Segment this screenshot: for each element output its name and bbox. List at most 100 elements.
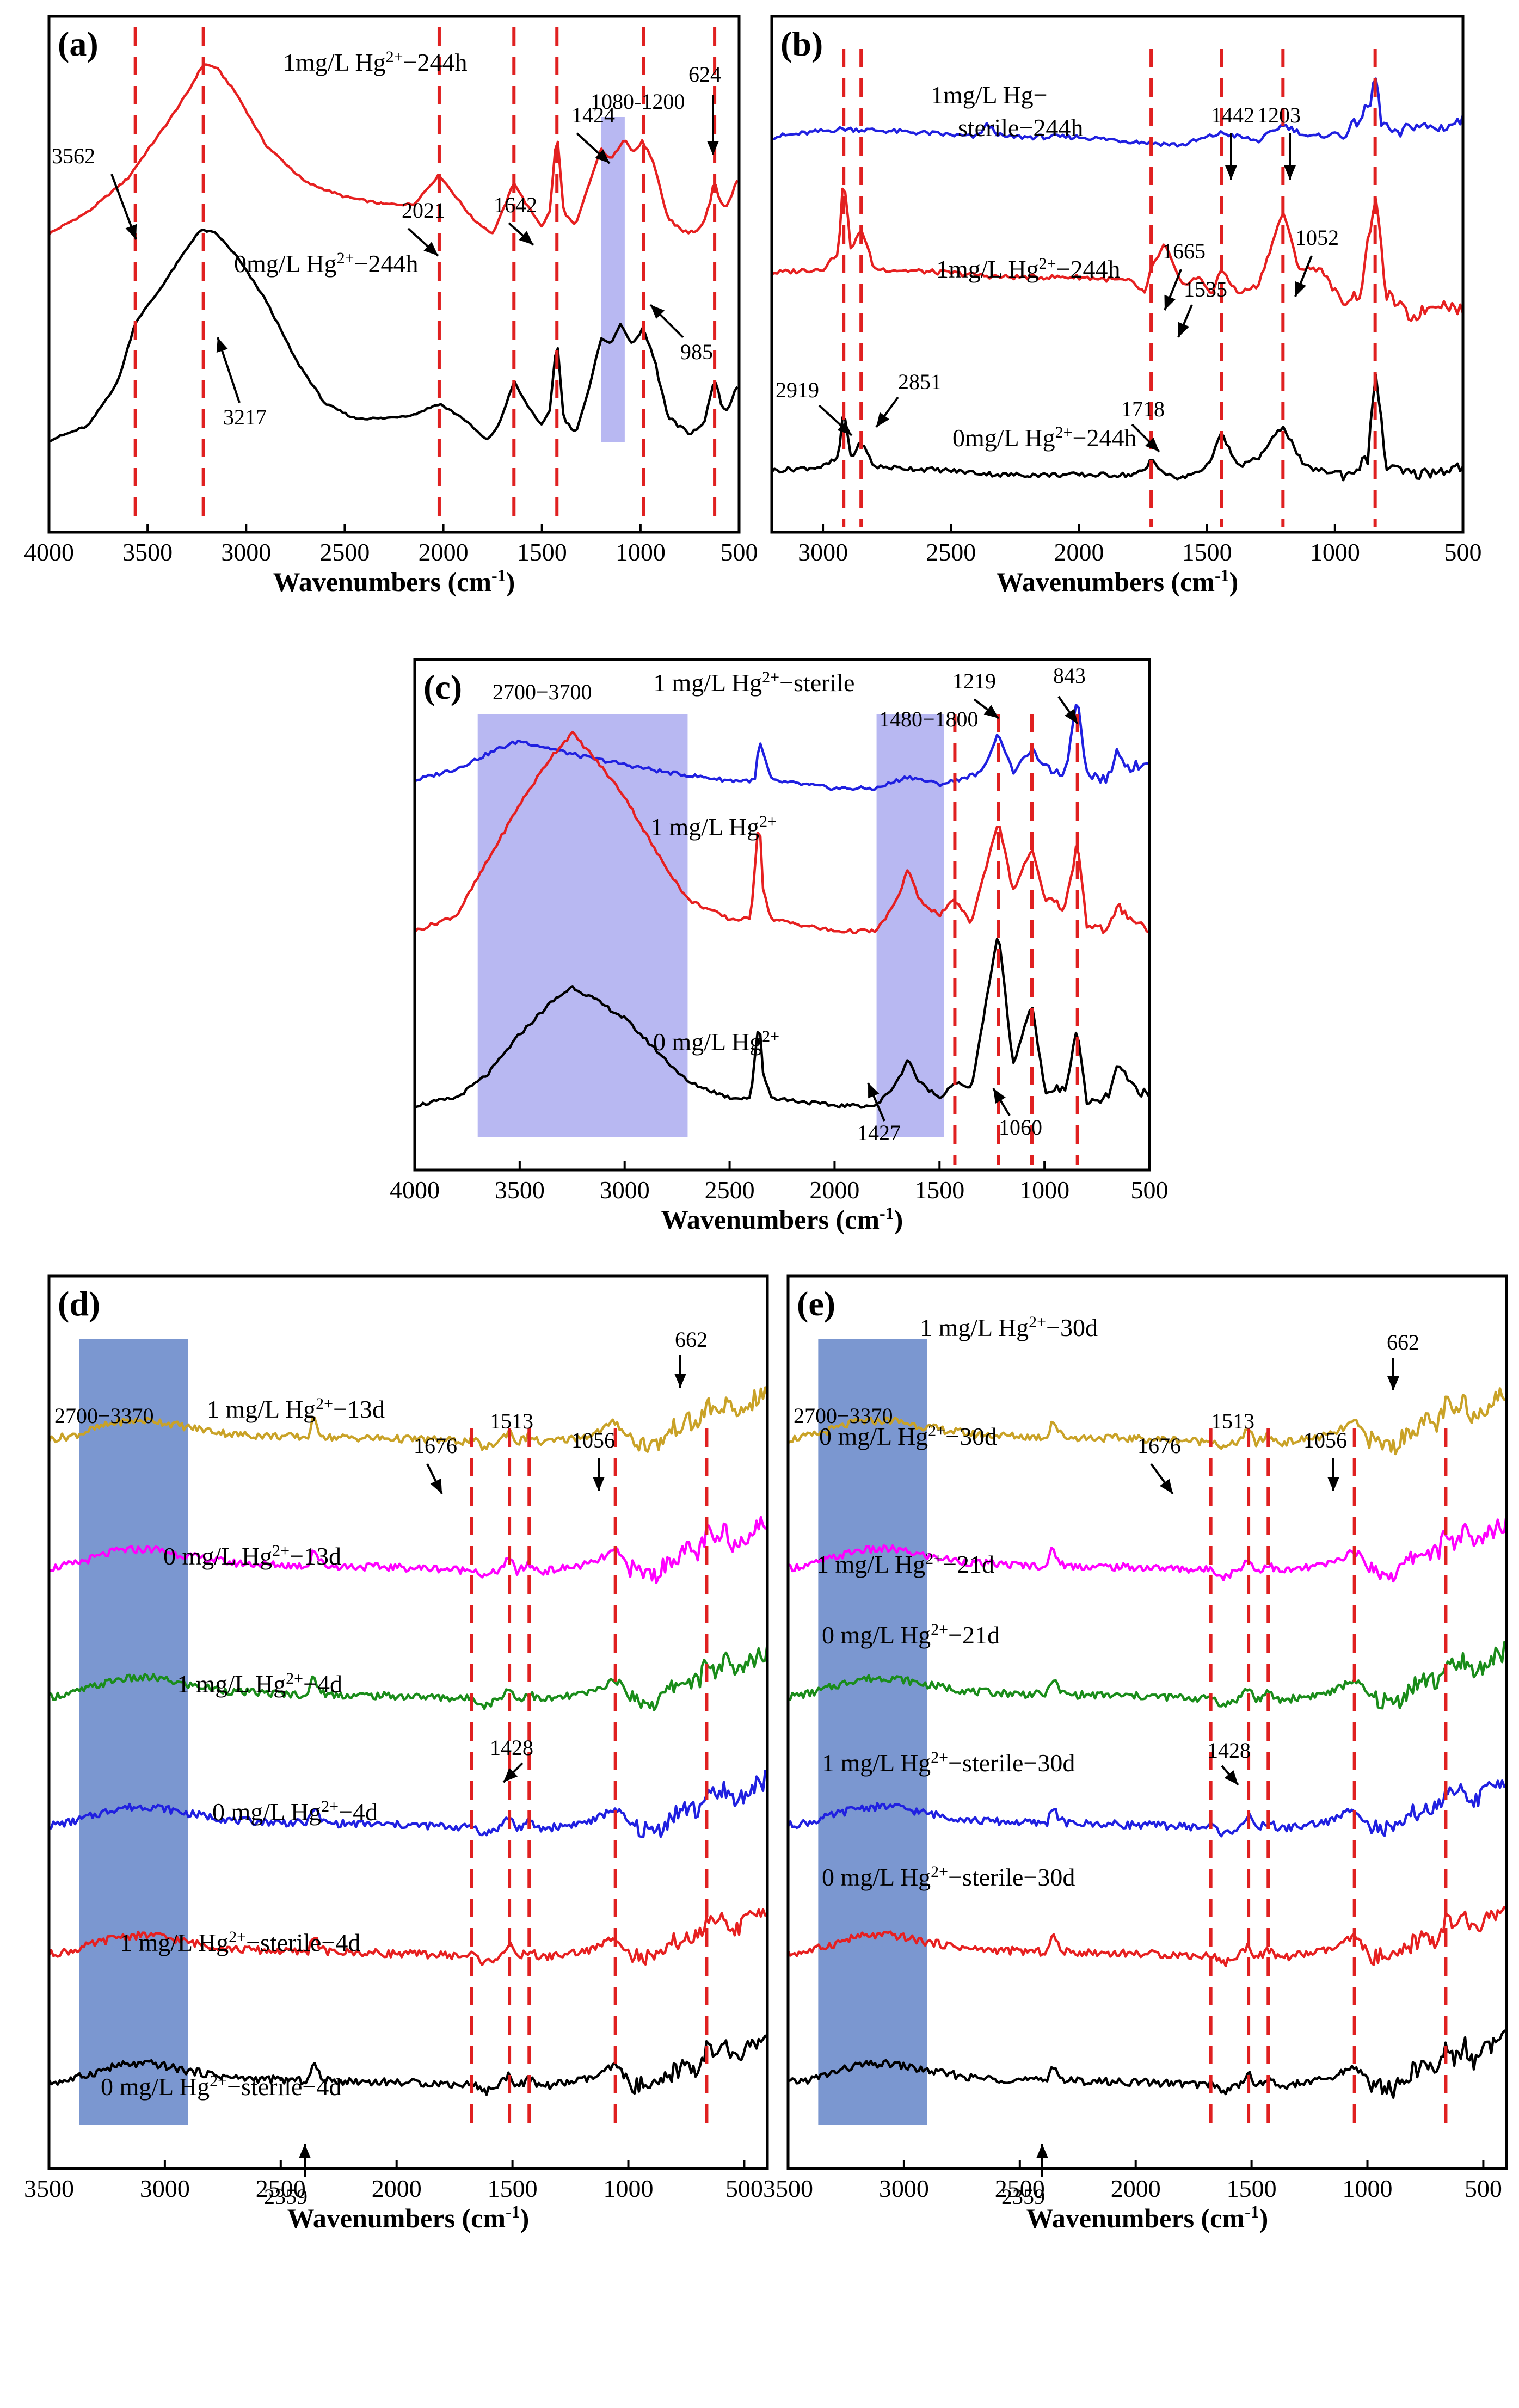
series-label-1mg-sterile-line2: sterile−244h	[958, 114, 1083, 141]
peak-label-0: 2700−3370	[54, 1403, 154, 1428]
series-label-3: 0 mg/L Hg2+−4d	[212, 1797, 378, 1826]
series-label-1: 0 mg/L Hg2+−13d	[163, 1542, 341, 1571]
spectrum-line-1	[48, 229, 739, 443]
x-tick-label: 2000	[372, 2175, 422, 2202]
x-tick-label: 3500	[763, 2175, 813, 2202]
plot-frame	[47, 15, 741, 534]
spectrum-line-1	[414, 730, 1151, 934]
x-tick-label: 1500	[1182, 538, 1232, 566]
x-axis-label: Wavenumbers (cm-1)	[287, 2202, 530, 2233]
arrow-0-head	[430, 1478, 442, 1494]
spectrum-line-1	[788, 1514, 1508, 1583]
spectrum-line-4	[786, 1906, 1508, 1968]
panel-tag: (a)	[58, 24, 99, 63]
spectrum-line-2	[414, 938, 1151, 1109]
arrow-2919-head	[837, 421, 852, 435]
series-label-0: 1 mg/L Hg2+−13d	[207, 1395, 385, 1424]
peak-label-1: 1676	[1137, 1433, 1181, 1458]
peak-label-1052: 1052	[1295, 225, 1339, 250]
x-tick-label: 2000	[1111, 2175, 1161, 2202]
x-tick-label: 3000	[879, 2175, 929, 2202]
peak-label-1060: 1060	[999, 1115, 1042, 1140]
peak-label-1665: 1665	[1162, 239, 1206, 263]
arrow-3-head	[1224, 1770, 1238, 1785]
series-label-1: 0 mg/L Hg2+−30d	[819, 1422, 997, 1451]
arrow-1442-head	[1225, 165, 1237, 180]
x-tick-label: 500	[1131, 1176, 1169, 1204]
x-tick-label: 1000	[604, 2175, 654, 2202]
arrow-0-head	[1159, 1479, 1173, 1494]
peak-label-3: 1056	[1303, 1428, 1347, 1452]
x-tick-label: 2500	[319, 538, 370, 566]
peak-label-624: 624	[688, 62, 721, 87]
arrow-1535-head	[1178, 322, 1190, 337]
x-tick-label: 2500	[926, 538, 976, 566]
plot-frame	[770, 15, 1465, 534]
x-tick-label: 1000	[1019, 1176, 1069, 1204]
x-tick-label: 1500	[517, 538, 567, 566]
x-tick-label: 3500	[122, 538, 173, 566]
plot-frame	[786, 1274, 1508, 2170]
arrow-4-head	[1036, 2144, 1048, 2158]
shaded-region-0	[477, 714, 688, 1137]
x-tick-label: 2000	[809, 1176, 859, 1204]
panel-c: 4000 3500 3000 2500 2000 1500 1000 500 Wavenumbe…	[390, 658, 1169, 1235]
series-label-0mg: 0mg/L Hg2+−244h	[234, 249, 419, 278]
arrow-1665-head	[1164, 294, 1176, 310]
series-label-1mg: 1mg/L Hg2+−244h	[936, 255, 1121, 284]
peak-label-6: 2359	[264, 2184, 308, 2209]
arrow-985-head	[650, 305, 665, 319]
series-label-1mg: 1 mg/L Hg2+	[650, 812, 777, 841]
x-tick-label: 1500	[1227, 2175, 1277, 2202]
arrow-1052-head	[1295, 281, 1306, 297]
peak-label-4: 662	[1387, 1330, 1419, 1354]
panel-b: 3000 2500 2000 1500 1000 500 Wavenumbers (cm-1…	[770, 15, 1482, 597]
peak-label-2: 1513	[1211, 1409, 1254, 1433]
spectrum-line-0	[414, 703, 1150, 791]
x-tick-label: 1500	[488, 2175, 538, 2202]
arrow-624-head	[707, 141, 719, 155]
arrow-1424-head	[595, 149, 610, 163]
series-label-2: 1 mg/L Hg2+−4d	[177, 1670, 342, 1698]
peak-label-3562: 3562	[52, 144, 95, 168]
shaded-label-1480-1800: 1480−1800	[879, 707, 979, 731]
spectrum-line-2	[788, 1641, 1508, 1710]
arrow-1427-head	[868, 1083, 880, 1099]
spectrum-line-1	[771, 187, 1465, 322]
spectrum-line-4	[47, 1908, 768, 1967]
series-label-0mg: 0mg/L Hg2+−244h	[952, 423, 1137, 452]
arrow-2021-head	[423, 242, 438, 256]
x-tick-label: 4000	[390, 1176, 440, 1204]
arrow-1203-head	[1284, 165, 1296, 180]
x-tick-label: 3000	[798, 538, 848, 566]
series-label-1mg-sterile: 1 mg/L Hg2+−sterile	[653, 668, 854, 697]
peak-label-3217: 3217	[223, 405, 267, 429]
series-label-0: 1 mg/L Hg2+−30d	[920, 1313, 1098, 1342]
spectrum-line-0	[47, 1386, 769, 1453]
x-tick-label: 3500	[24, 2175, 74, 2202]
shaded-region-0	[79, 1339, 188, 2125]
panel-d: 3500 3000 2500 2000 1500 1000 500 Wavenumbers (…	[24, 1274, 769, 2233]
x-tick-label: 1000	[1310, 538, 1360, 566]
x-tick-label: 3000	[140, 2175, 190, 2202]
series-label-3: 0 mg/L Hg2+−21d	[822, 1621, 1000, 1649]
spectrum-line-2	[771, 373, 1464, 482]
arrow-3562-head	[125, 224, 137, 239]
x-tick-label: 500	[1465, 2175, 1502, 2202]
series-label-4: 1 mg/L Hg2+−sterile−4d	[120, 1928, 360, 1957]
x-tick-label: 3500	[495, 1176, 545, 1204]
spectrum-line-3	[786, 1779, 1508, 1838]
x-tick-label: 500	[721, 538, 758, 566]
panel-tag: (d)	[58, 1284, 100, 1323]
arrow-1-head	[1387, 1376, 1399, 1390]
peak-label-0: 2700−3370	[794, 1403, 893, 1428]
arrow-2-head	[1327, 1477, 1339, 1491]
panel-tag: (b)	[780, 24, 823, 63]
spectrum-line-0	[771, 77, 1465, 148]
peak-label-1718: 1718	[1121, 397, 1165, 421]
x-tick-label: 500	[725, 2175, 763, 2202]
spectrum-line-5	[47, 2034, 768, 2096]
x-tick-label: 2500	[256, 2175, 306, 2202]
peak-label-1427: 1427	[857, 1120, 901, 1145]
